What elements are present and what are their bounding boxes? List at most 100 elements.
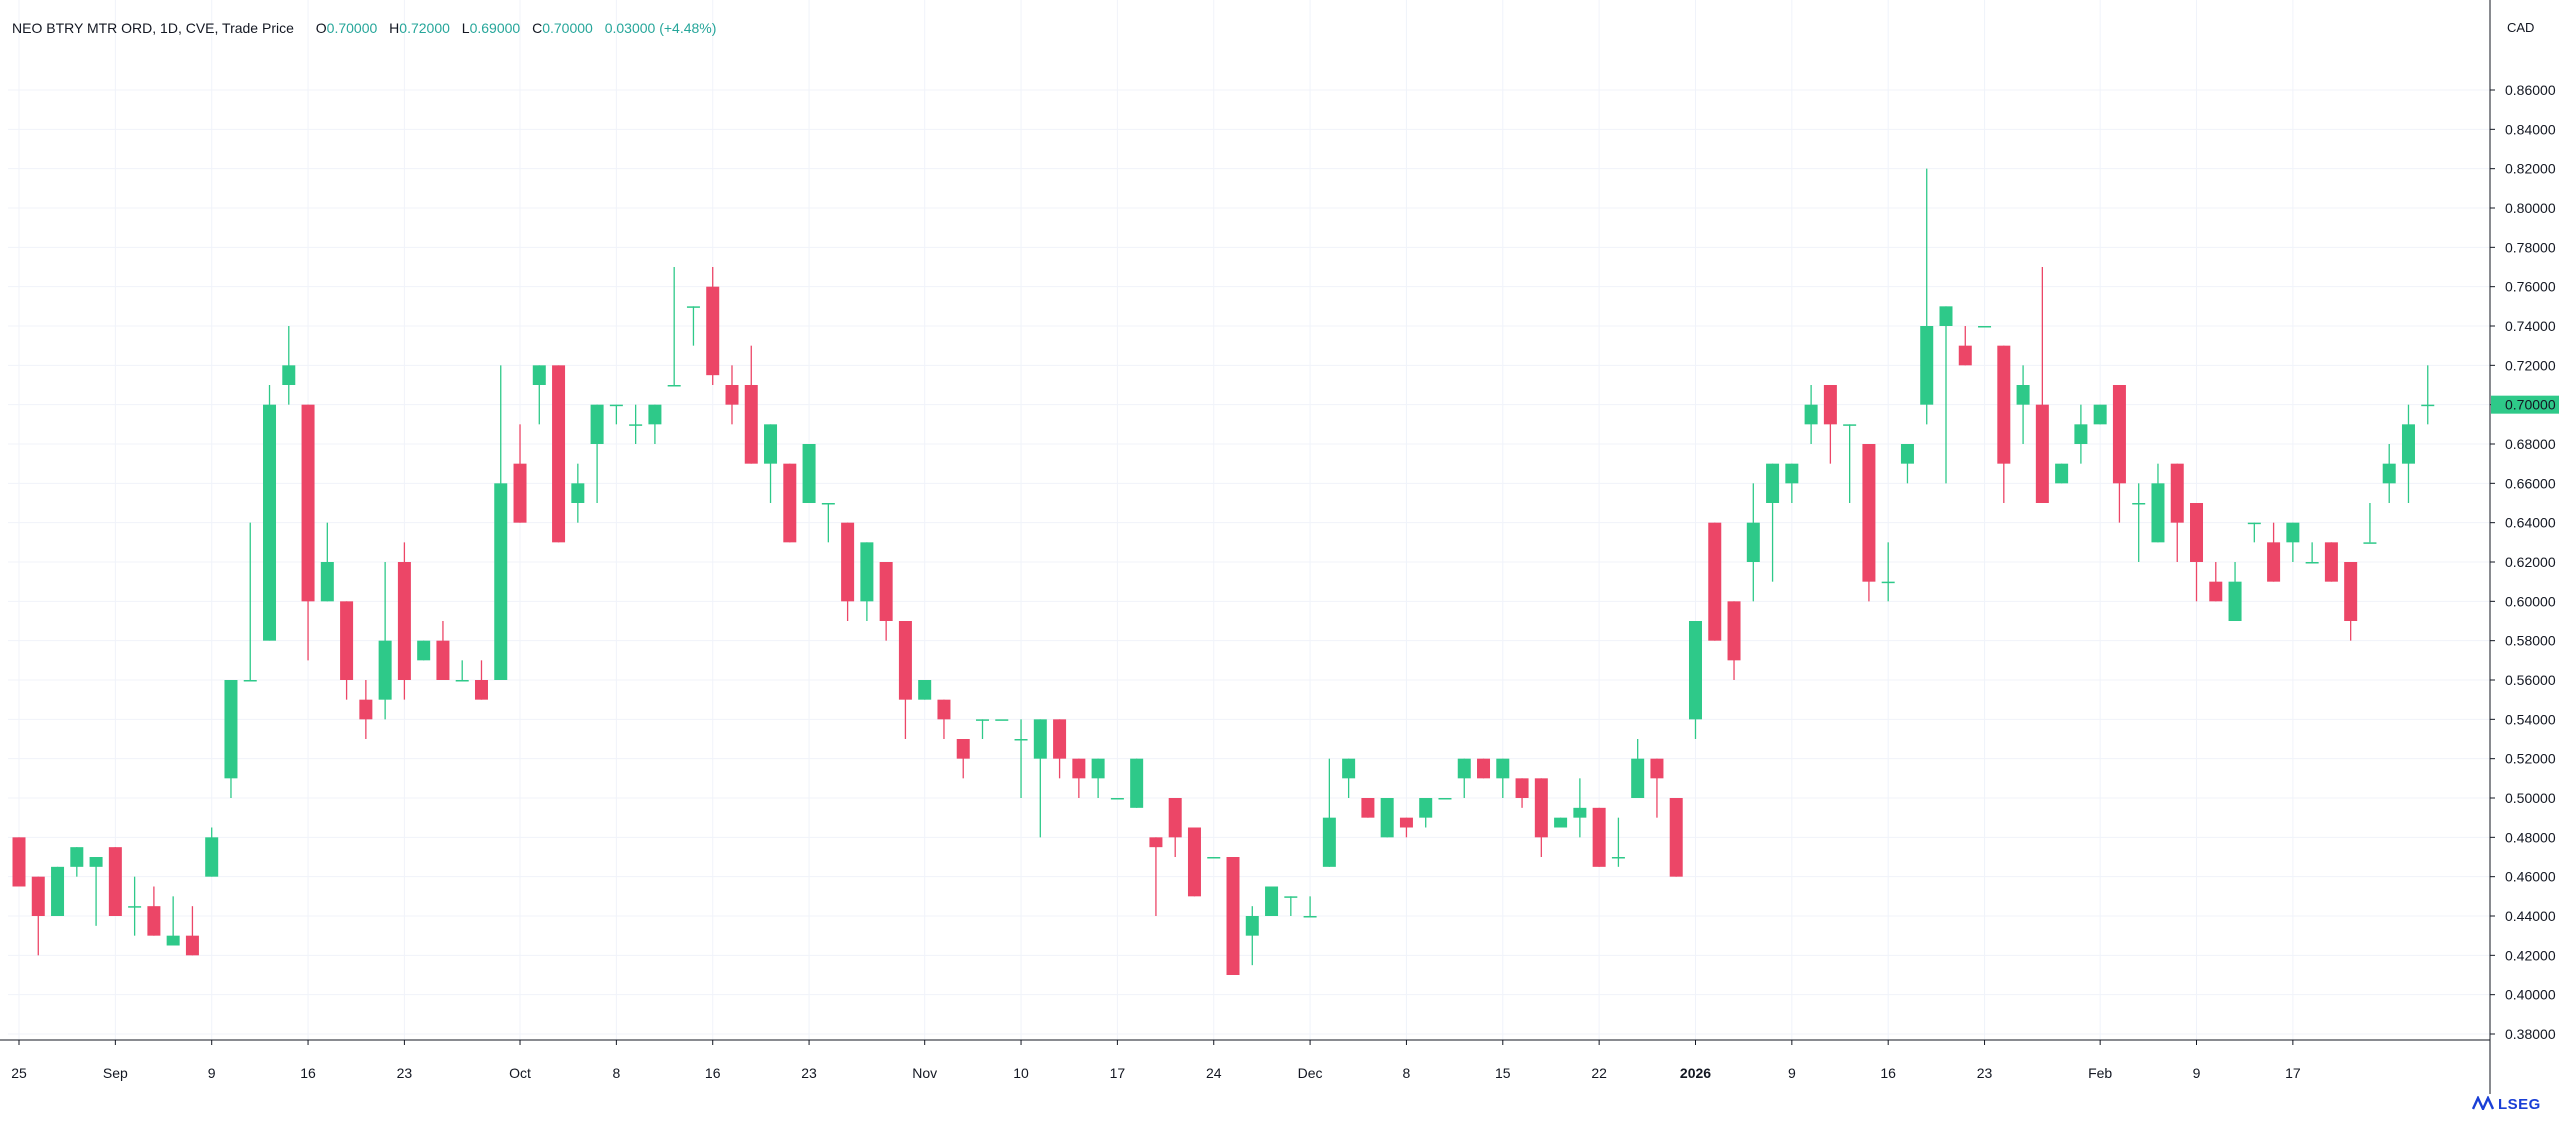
candle-down[interactable] (552, 365, 566, 543)
candle-down[interactable] (2209, 562, 2223, 602)
candle-up[interactable] (821, 503, 835, 543)
candle-down[interactable] (879, 562, 893, 641)
candle-up[interactable] (571, 463, 585, 523)
candle-up[interactable] (1110, 798, 1124, 800)
candle-up[interactable] (417, 640, 431, 661)
candle-up[interactable] (1496, 758, 1510, 798)
candle-up[interactable] (2305, 542, 2319, 564)
candle-up[interactable] (1284, 896, 1298, 916)
candle-down[interactable] (1053, 719, 1067, 779)
time-axis-ticks[interactable]: 25 Sep 9 16 23 Oct 8 16 23 Nov 10 17 24 Dec 8 15 22 2026 9… (11, 1040, 2301, 1081)
candle-up[interactable] (1130, 758, 1144, 808)
candle-up[interactable] (1920, 168, 1934, 425)
candle-down[interactable] (2112, 385, 2126, 523)
candle-down[interactable] (898, 621, 912, 739)
candle-down[interactable] (474, 660, 488, 700)
candle-up[interactable] (2151, 463, 2165, 543)
candle-down[interactable] (1823, 385, 1837, 464)
candle-up[interactable] (263, 385, 277, 641)
candle-down[interactable] (1997, 345, 2011, 503)
candle-down[interactable] (1958, 326, 1972, 366)
candle-up[interactable] (2074, 404, 2088, 464)
candle-up[interactable] (2401, 404, 2415, 503)
candle-down[interactable] (436, 621, 450, 680)
candle-up[interactable] (1457, 758, 1471, 798)
candle-down[interactable] (2035, 267, 2049, 503)
candle-up[interactable] (455, 660, 469, 682)
candle-up[interactable] (629, 404, 643, 444)
candle-up[interactable] (1014, 719, 1028, 798)
candle-up[interactable] (1881, 542, 1895, 602)
candle-up[interactable] (2228, 562, 2242, 621)
candle-down[interactable] (1168, 798, 1182, 857)
candle-up[interactable] (1033, 719, 1047, 838)
candle-up[interactable] (1843, 424, 1857, 503)
candle-down[interactable] (340, 601, 354, 700)
candle-down[interactable] (1361, 798, 1375, 818)
candle-up[interactable] (1342, 758, 1356, 798)
candle-down[interactable] (31, 876, 45, 956)
candle-up[interactable] (1419, 798, 1433, 828)
candle-down[interactable] (301, 404, 315, 661)
candle-down[interactable] (185, 906, 199, 956)
candle-down[interactable] (2190, 503, 2204, 602)
candle-up[interactable] (1939, 306, 1953, 484)
candle-up[interactable] (1091, 758, 1105, 798)
candle-down[interactable] (1477, 758, 1491, 779)
candle-up[interactable] (2055, 463, 2069, 484)
candle-up[interactable] (802, 444, 816, 503)
candle-down[interactable] (1862, 444, 1876, 602)
candle-up[interactable] (609, 404, 623, 425)
candle-down[interactable] (1592, 807, 1606, 867)
candle-down[interactable] (12, 837, 26, 887)
candle-down[interactable] (1669, 798, 1683, 877)
candle-down[interactable] (725, 365, 739, 425)
candle-up[interactable] (1322, 758, 1336, 867)
candle-up[interactable] (1746, 483, 1760, 602)
candle-up[interactable] (1207, 857, 1221, 859)
candle-up[interactable] (282, 326, 296, 405)
candle-up[interactable] (2093, 404, 2107, 425)
candle-up[interactable] (166, 896, 180, 946)
candle-up[interactable] (2363, 503, 2377, 544)
candle-down[interactable] (359, 680, 373, 739)
candle-down[interactable] (1534, 778, 1548, 857)
candle-up[interactable] (224, 680, 238, 798)
candle-down[interactable] (937, 699, 951, 739)
candle-up[interactable] (2286, 522, 2300, 562)
candle-down[interactable] (1149, 837, 1163, 916)
candle-down[interactable] (2324, 542, 2338, 582)
candle-up[interactable] (1785, 463, 1799, 503)
candle-up[interactable] (995, 719, 1009, 721)
candle-up[interactable] (1688, 621, 1702, 739)
candle-up[interactable] (1978, 326, 1992, 328)
candle-up[interactable] (378, 562, 392, 720)
candle-down[interactable] (147, 886, 161, 936)
candle-down[interactable] (2344, 562, 2358, 641)
candle-up[interactable] (1573, 778, 1587, 838)
candle-up[interactable] (532, 365, 546, 425)
candle-down[interactable] (1187, 827, 1201, 897)
candle-down[interactable] (783, 463, 797, 543)
candle-up[interactable] (128, 876, 142, 936)
candle-up[interactable] (648, 404, 662, 444)
candle-down[interactable] (2170, 463, 2184, 562)
candle-up[interactable] (1438, 798, 1452, 800)
candle-down[interactable] (2267, 522, 2281, 582)
candle-down[interactable] (1226, 857, 1240, 975)
candle-up[interactable] (1804, 385, 1818, 444)
candle-down[interactable] (956, 739, 970, 779)
candle-down[interactable] (1727, 601, 1741, 680)
candle-down[interactable] (706, 267, 720, 385)
candle-up[interactable] (320, 522, 334, 602)
candle-up[interactable] (1245, 906, 1259, 966)
candle-up[interactable] (2421, 365, 2435, 425)
candle-down[interactable] (397, 542, 411, 700)
candle-up[interactable] (1303, 896, 1317, 918)
candle-up[interactable] (2382, 444, 2396, 503)
candle-down[interactable] (1515, 778, 1529, 808)
candle-down[interactable] (513, 424, 527, 523)
candle-up[interactable] (243, 522, 257, 682)
